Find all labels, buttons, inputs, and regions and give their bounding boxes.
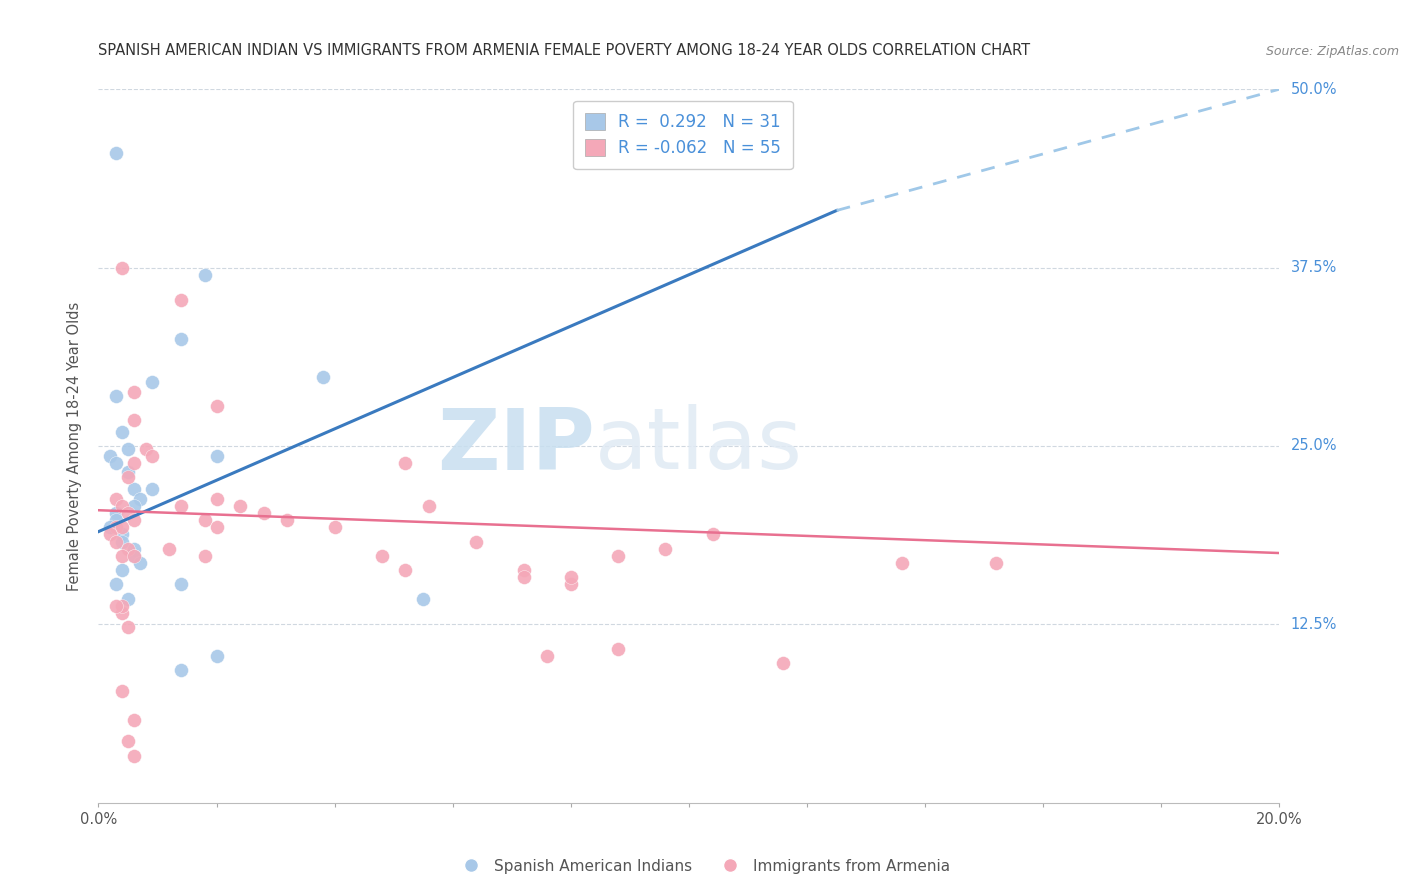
Point — [122, 499, 145, 513]
Point — [536, 648, 558, 663]
Point — [194, 513, 217, 527]
Point — [105, 520, 128, 534]
Point — [141, 449, 163, 463]
Legend: Spanish American Indians, Immigrants from Armenia: Spanish American Indians, Immigrants fro… — [450, 853, 956, 880]
Point — [111, 563, 134, 577]
Point — [111, 599, 134, 613]
Point — [122, 748, 145, 763]
Text: atlas: atlas — [595, 404, 803, 488]
Point — [117, 591, 139, 606]
Point — [128, 491, 150, 506]
Point — [105, 456, 128, 470]
Point — [111, 520, 134, 534]
Point — [111, 425, 134, 439]
Point — [122, 541, 145, 556]
Point — [122, 456, 145, 470]
Point — [117, 506, 139, 520]
Point — [105, 389, 128, 403]
Point — [394, 563, 416, 577]
Point — [111, 527, 134, 541]
Point — [141, 482, 163, 496]
Point — [122, 482, 145, 496]
Point — [194, 268, 217, 282]
Point — [512, 570, 534, 584]
Point — [105, 513, 128, 527]
Point — [105, 506, 128, 520]
Point — [772, 656, 794, 670]
Point — [111, 260, 134, 275]
Point — [170, 663, 193, 677]
Point — [170, 577, 193, 591]
Point — [205, 449, 228, 463]
Text: 37.5%: 37.5% — [1291, 260, 1337, 275]
Legend: R =  0.292   N = 31, R = -0.062   N = 55: R = 0.292 N = 31, R = -0.062 N = 55 — [574, 101, 793, 169]
Text: SPANISH AMERICAN INDIAN VS IMMIGRANTS FROM ARMENIA FEMALE POVERTY AMONG 18-24 YE: SPANISH AMERICAN INDIAN VS IMMIGRANTS FR… — [98, 43, 1031, 58]
Point — [117, 470, 139, 484]
Point — [111, 606, 134, 620]
Point — [205, 520, 228, 534]
Text: 25.0%: 25.0% — [1291, 439, 1337, 453]
Point — [607, 641, 630, 656]
Point — [702, 527, 724, 541]
Point — [560, 570, 582, 584]
Point — [135, 442, 157, 456]
Point — [607, 549, 630, 563]
Point — [122, 713, 145, 727]
Point — [170, 293, 193, 308]
Point — [560, 577, 582, 591]
Point — [205, 491, 228, 506]
Point — [122, 384, 145, 399]
Text: 12.5%: 12.5% — [1291, 617, 1337, 632]
Point — [205, 648, 228, 663]
Point — [371, 549, 394, 563]
Y-axis label: Female Poverty Among 18-24 Year Olds: Female Poverty Among 18-24 Year Olds — [67, 301, 83, 591]
Point — [412, 591, 434, 606]
Point — [157, 541, 180, 556]
Point — [418, 499, 440, 513]
Point — [312, 370, 335, 384]
Point — [111, 684, 134, 698]
Point — [170, 332, 193, 346]
Text: ZIP: ZIP — [437, 404, 595, 488]
Point — [117, 620, 139, 634]
Point — [111, 499, 134, 513]
Point — [128, 556, 150, 570]
Point — [117, 541, 139, 556]
Point — [465, 534, 488, 549]
Point — [194, 549, 217, 563]
Point — [170, 499, 193, 513]
Point — [229, 499, 252, 513]
Point — [122, 413, 145, 427]
Point — [512, 563, 534, 577]
Point — [654, 541, 676, 556]
Point — [122, 549, 145, 563]
Point — [98, 449, 121, 463]
Point — [98, 527, 121, 541]
Point — [105, 491, 128, 506]
Point — [205, 399, 228, 413]
Point — [111, 549, 134, 563]
Point — [105, 577, 128, 591]
Point — [105, 146, 128, 161]
Point — [105, 599, 128, 613]
Point — [141, 375, 163, 389]
Point — [276, 513, 298, 527]
Point — [253, 506, 276, 520]
Point — [111, 534, 134, 549]
Point — [122, 549, 145, 563]
Point — [323, 520, 346, 534]
Point — [117, 465, 139, 479]
Point — [984, 556, 1007, 570]
Text: 50.0%: 50.0% — [1291, 82, 1337, 96]
Point — [98, 520, 121, 534]
Text: Source: ZipAtlas.com: Source: ZipAtlas.com — [1265, 45, 1399, 58]
Point — [394, 456, 416, 470]
Point — [117, 734, 139, 748]
Point — [122, 513, 145, 527]
Point — [890, 556, 912, 570]
Point — [105, 534, 128, 549]
Point — [117, 442, 139, 456]
